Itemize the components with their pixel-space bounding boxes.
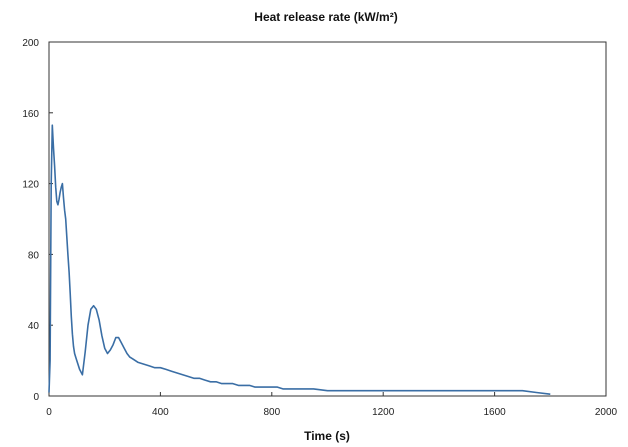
x-axis-label: Time (s) <box>304 429 350 443</box>
series-layer <box>48 124 551 395</box>
y-tick-label: 80 <box>28 250 40 261</box>
x-tick-label: 1200 <box>372 407 395 418</box>
y-tick-label: 120 <box>22 180 39 191</box>
x-tick-label: 400 <box>152 407 169 418</box>
x-tick-label: 800 <box>263 407 280 418</box>
x-tick-label: 0 <box>46 407 52 418</box>
y-tick-label: 40 <box>28 321 40 332</box>
x-tick-label: 1600 <box>483 407 506 418</box>
y-tick-label: 160 <box>22 109 39 120</box>
chart-title: Heat release rate (kW/m²) <box>254 10 397 24</box>
plot-frame <box>48 41 607 397</box>
y-tick-label: 200 <box>22 38 39 49</box>
y-axis-ticks: 0 40 80 120 160 200 <box>22 38 53 403</box>
x-axis-ticks: 0 400 800 1200 1600 2000 <box>46 392 618 418</box>
y-tick-label: 0 <box>33 392 39 403</box>
series-line <box>48 124 551 395</box>
x-tick-label: 2000 <box>595 407 618 418</box>
